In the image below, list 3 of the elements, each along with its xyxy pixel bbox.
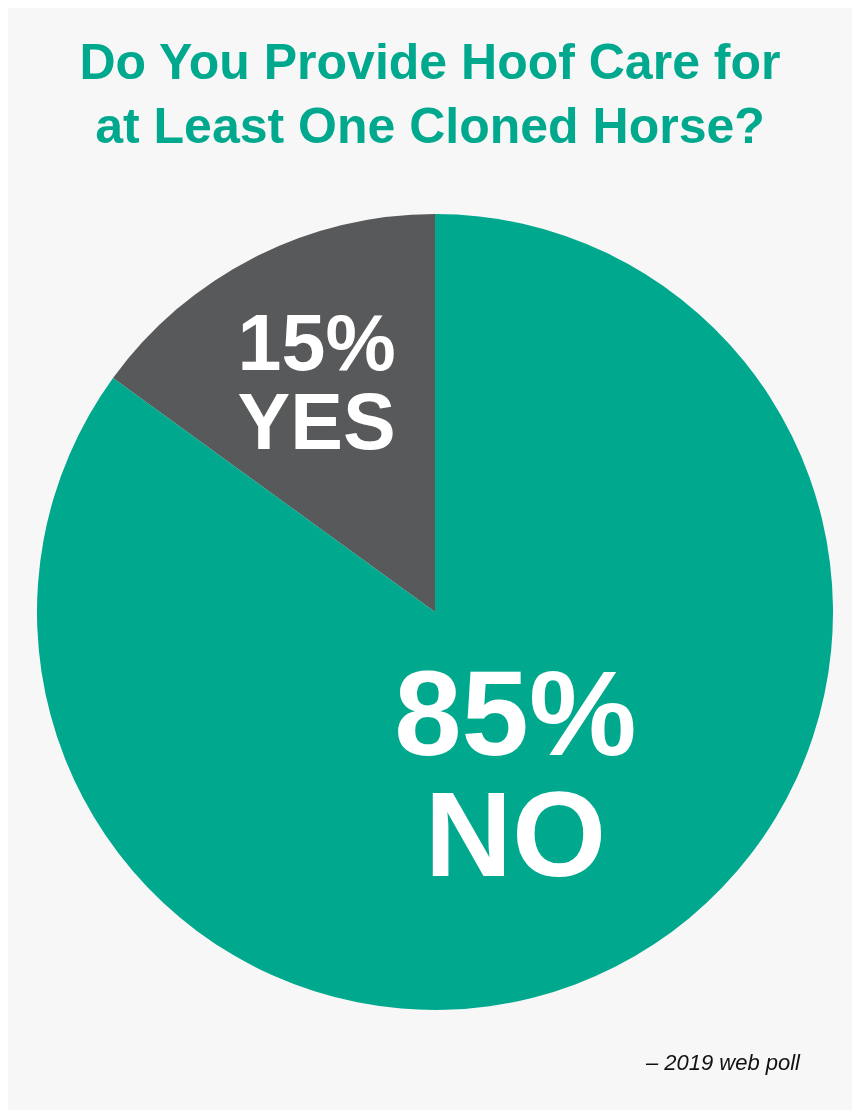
pie-slice: [37, 214, 833, 1010]
text: – 2019 web poll: [645, 1050, 800, 1076]
chart-title: Do You Provide Hoof Care for at Least One Cloned Horse?: [78, 33, 782, 156]
